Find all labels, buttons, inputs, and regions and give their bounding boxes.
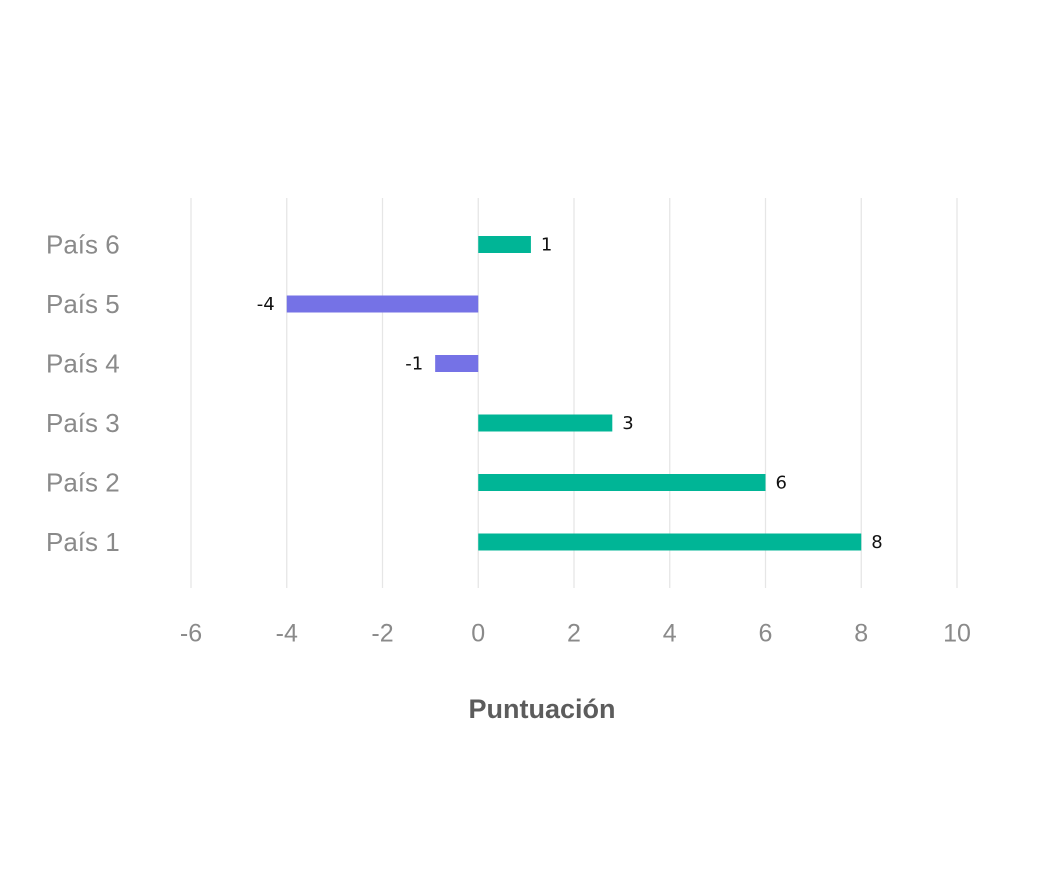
data-label: 8 <box>871 532 882 553</box>
x-tick-label: 8 <box>854 620 868 648</box>
category-label: País 1 <box>46 527 120 557</box>
x-axis-tick-labels: -6 -4 -2 0 2 4 6 8 10 <box>180 620 971 648</box>
bar <box>435 355 479 372</box>
data-label: -4 <box>257 294 275 315</box>
data-label: 3 <box>622 413 633 434</box>
bars <box>286 236 862 551</box>
bar <box>478 474 766 491</box>
grid <box>190 198 958 588</box>
data-label: 6 <box>776 473 787 494</box>
data-label: -1 <box>405 354 423 375</box>
x-tick-label: 6 <box>759 620 773 648</box>
bar <box>286 295 479 313</box>
y-axis-labels: País 1 País 2 País 3 País 4 País 5 País 6 <box>46 230 120 558</box>
x-tick-label: 0 <box>471 620 485 648</box>
category-label: País 6 <box>46 230 120 260</box>
category-label: País 3 <box>46 408 120 438</box>
x-axis-title: Puntuación <box>469 694 616 724</box>
x-tick-label: 10 <box>943 620 971 648</box>
x-tick-label: -4 <box>276 620 298 648</box>
data-labels: 8 6 3 -1 -4 1 <box>257 235 883 554</box>
bar <box>478 533 862 551</box>
x-tick-label: -2 <box>371 620 393 648</box>
category-label: País 4 <box>46 349 120 379</box>
data-label: 1 <box>541 235 552 256</box>
category-label: País 5 <box>46 289 120 319</box>
category-label: País 2 <box>46 468 120 498</box>
x-tick-label: -6 <box>180 620 202 648</box>
x-tick-label: 4 <box>663 620 677 648</box>
bar <box>478 236 531 253</box>
x-tick-label: 2 <box>567 620 581 648</box>
bar <box>478 414 613 432</box>
